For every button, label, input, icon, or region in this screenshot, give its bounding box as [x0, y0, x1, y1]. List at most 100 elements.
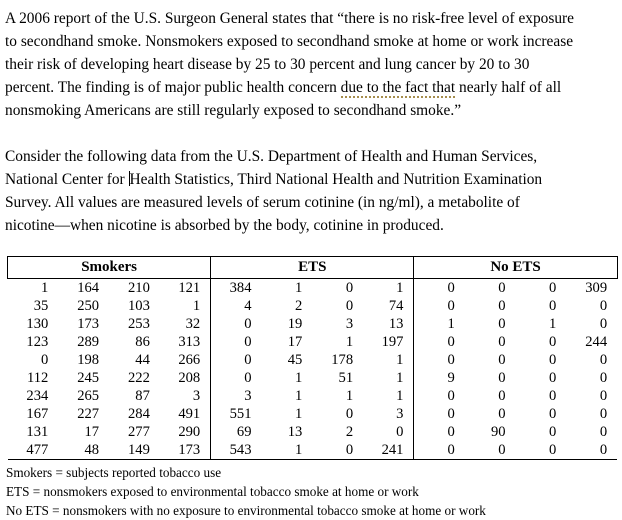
table-cell: 241	[363, 441, 414, 460]
table-cell: 0	[345, 280, 354, 296]
table-cell: 1	[396, 280, 404, 296]
table-header-no-ets: No ETS	[413, 256, 618, 279]
text-line: nicotine—when nicotine is absorbed by th…	[5, 217, 444, 234]
table-cell: 74	[388, 298, 404, 314]
table-cell: 0	[345, 298, 354, 314]
paragraph-gap	[5, 122, 616, 145]
table-cell: 0	[413, 441, 465, 460]
table-cell: 290	[178, 424, 201, 440]
table-cell: 0	[515, 441, 567, 460]
table-row: 112 245 222 208 0 1 51 1 9 0 0 0	[8, 369, 618, 387]
table-cell: 9	[413, 369, 465, 387]
table-cell: 0	[549, 424, 557, 440]
table-cell: 0	[413, 297, 465, 315]
table-cell: 210	[128, 280, 150, 296]
table-cell: 130	[26, 316, 49, 332]
table-cell: 277	[128, 424, 150, 440]
table-cell: 1	[413, 315, 465, 333]
table-cell: 234	[26, 388, 49, 404]
table-cell: 178	[331, 352, 354, 368]
text-cursor	[128, 171, 130, 186]
table-row: 477 48 149 173 543 1 0 241 0 0 0 0	[7, 441, 618, 460]
text-line: Survey. All values are measured levels o…	[5, 194, 520, 211]
table-cell: 164	[77, 280, 100, 296]
table-cell: 0	[599, 352, 608, 368]
table-cell: 197	[381, 334, 404, 350]
table-header-smokers: Smokers	[6, 256, 212, 279]
table-cell: 0	[498, 388, 506, 404]
table-cell: 0	[549, 280, 557, 296]
table-cell: 309	[585, 280, 608, 296]
survey-paragraph: Consider the following data from the U.S…	[5, 145, 616, 237]
table-cell: 0	[396, 424, 404, 440]
table-cell: 0	[599, 316, 608, 332]
table-cell: 208	[178, 370, 201, 386]
footnote-smokers: Smokers = subjects reported tobacco use	[6, 465, 222, 480]
table-cell: 1	[192, 298, 201, 314]
table-cell: 0	[498, 334, 506, 350]
text-line: nonsmoking Americans are still regularly…	[5, 102, 462, 119]
table-cell: 0	[599, 424, 608, 440]
table-cell: 0	[413, 351, 465, 369]
table-cell: 149	[109, 441, 160, 460]
table-cell: 131	[26, 424, 49, 440]
table-cell: 0	[210, 333, 262, 351]
table-cell: 0	[549, 298, 557, 314]
table-cell: 227	[77, 406, 100, 422]
table-cell: 384	[210, 278, 262, 297]
table-cell: 0	[413, 405, 465, 423]
table-cell: 35	[33, 298, 49, 314]
table-cell: 32	[185, 316, 201, 332]
table-cell: 0	[41, 352, 49, 368]
table-cell: 69	[210, 423, 262, 441]
table-cell: 90	[490, 424, 506, 440]
table-cell: 1	[549, 316, 557, 332]
table-row: 35 250 103 1 4 2 0 74 0 0 0 0	[8, 297, 618, 315]
text-line: Consider the following data from the U.S…	[5, 148, 538, 165]
table-cell: 0	[413, 333, 465, 351]
table-cell: 1	[295, 388, 303, 404]
table-cell: 123	[26, 334, 49, 350]
table-header-ets: ETS	[210, 256, 415, 279]
table-cell: 48	[58, 441, 110, 460]
table-cell: 0	[464, 441, 516, 460]
table-cell: 13	[287, 424, 303, 440]
table-cell: 1	[261, 441, 313, 460]
text-line: percent. The finding is of major public …	[5, 76, 616, 99]
table-cell: 0	[498, 298, 506, 314]
text-line: A 2006 report of the U.S. Surgeon Genera…	[5, 10, 575, 27]
table-cell: 3	[210, 387, 262, 405]
table-cell: 0	[599, 388, 608, 404]
table-row: 123 289 86 313 0 17 1 197 0 0 0 244	[8, 333, 618, 351]
table-cell: 1	[396, 370, 404, 386]
table-cell: 3	[396, 406, 404, 422]
table-cell: 289	[77, 334, 100, 350]
table-cell: 0	[345, 406, 354, 422]
table-cell: 313	[178, 334, 201, 350]
table-row: 234 265 87 3 3 1 1 1 0 0 0 0	[8, 387, 618, 405]
intro-paragraph: A 2006 report of the U.S. Surgeon Genera…	[5, 7, 616, 122]
grammar-suggestion-underline[interactable]: due to the fact that	[340, 79, 456, 98]
table-cell: 284	[128, 406, 150, 422]
table-cell: 121	[178, 280, 201, 296]
table-cell: 86	[135, 334, 150, 350]
table-cell: 0	[549, 388, 557, 404]
table-header-row: Smokers ETS No ETS	[6, 256, 618, 279]
table-cell: 1	[396, 388, 404, 404]
table-cell: 551	[210, 405, 262, 423]
table-cell: 1	[295, 280, 303, 296]
table-cell: 0	[549, 370, 557, 386]
table-cell: 0	[210, 351, 262, 369]
table-cell: 17	[84, 424, 100, 440]
table-cell: 250	[77, 298, 100, 314]
table-cell: 0	[413, 387, 465, 405]
table-row: 0 198 44 266 0 45 178 1 0 0 0 0	[8, 351, 618, 369]
table-cell: 44	[135, 352, 150, 368]
table-cell: 253	[128, 316, 150, 332]
table-row: 167 227 284 491 551 1 0 3 0 0 0 0	[8, 405, 618, 423]
table-row: 131 17 277 290 69 13 2 0 0 90 0 0	[8, 423, 618, 441]
table-cell: 0	[599, 406, 608, 422]
table-cell: 2	[345, 424, 354, 440]
table-cell: 87	[135, 388, 150, 404]
